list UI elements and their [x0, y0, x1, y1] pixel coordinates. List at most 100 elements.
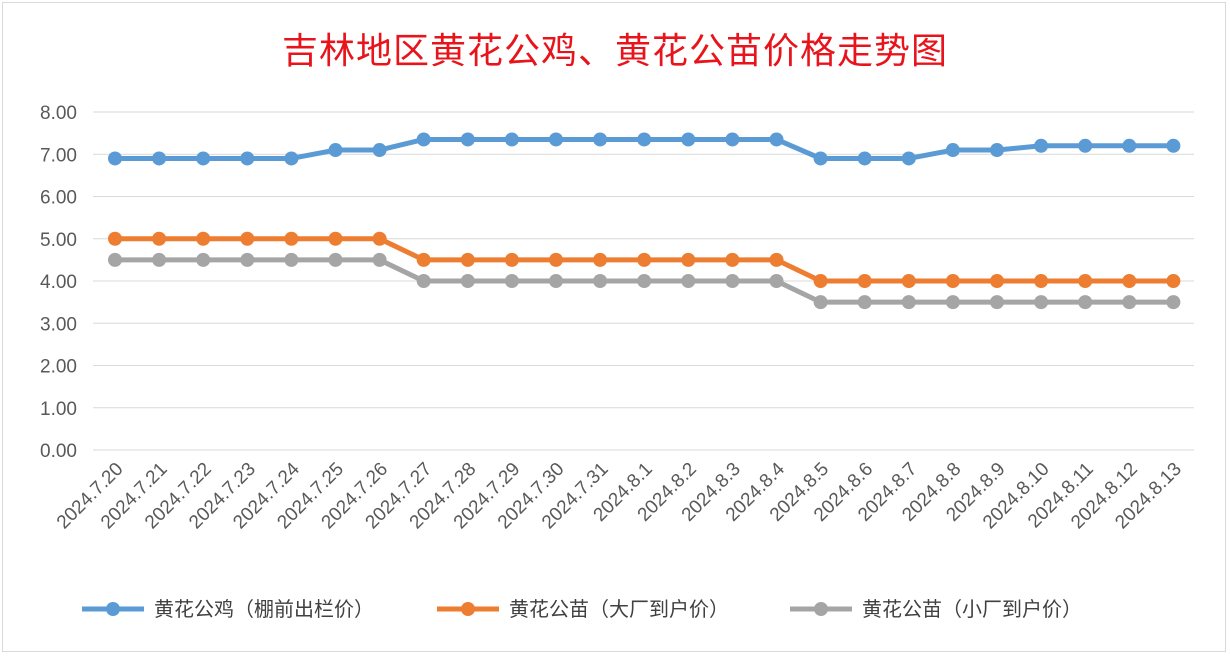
data-point	[240, 252, 255, 267]
data-point	[1078, 138, 1093, 153]
data-point	[769, 132, 784, 147]
data-point	[504, 252, 519, 267]
data-point	[549, 132, 563, 147]
data-point	[549, 252, 563, 267]
data-point	[1078, 295, 1093, 310]
data-point	[372, 252, 387, 267]
data-point	[372, 143, 387, 158]
data-point	[769, 252, 784, 267]
y-tick-label: 4.00	[40, 272, 77, 293]
data-point	[372, 231, 387, 246]
data-point	[681, 132, 696, 147]
legend-label: 黄花公苗（小厂到户价）	[862, 597, 1082, 621]
data-point	[416, 274, 431, 288]
data-point	[990, 143, 1004, 158]
data-point	[813, 151, 828, 166]
legend-item: 黄花公鸡（棚前出栏价）	[82, 597, 374, 621]
data-point	[901, 151, 916, 166]
data-point	[328, 231, 343, 246]
data-point	[769, 274, 784, 288]
data-point	[504, 132, 519, 147]
data-point	[152, 151, 167, 166]
legend-label: 黄花公苗（大厂到户价）	[509, 597, 729, 621]
data-point	[460, 274, 475, 288]
data-point	[813, 295, 828, 310]
data-point	[1122, 138, 1137, 153]
data-point	[725, 274, 740, 288]
y-tick-label: 0.00	[40, 441, 77, 462]
series-group	[108, 132, 1181, 310]
data-point	[416, 132, 431, 147]
data-point	[637, 132, 652, 147]
legend-marker	[461, 602, 475, 616]
data-point	[1034, 295, 1049, 310]
data-point	[108, 231, 122, 246]
data-point	[857, 295, 872, 310]
data-point	[1034, 138, 1049, 153]
data-point	[328, 143, 343, 158]
y-axis-ticks: 0.00 1.00 2.00 3.00 4.00 5.00 6.00 7.00 8.00	[40, 103, 77, 462]
data-point	[152, 252, 167, 267]
y-tick-label: 5.00	[40, 230, 77, 251]
y-tick-label: 7.00	[40, 145, 77, 166]
data-point	[1078, 274, 1093, 288]
data-point	[857, 151, 872, 166]
legend: 黄花公鸡（棚前出栏价） 黄花公苗（大厂到户价） 黄花公苗（小厂到户价）	[82, 597, 1082, 621]
data-point	[1166, 295, 1181, 310]
legend-label: 黄花公鸡（棚前出栏价）	[154, 597, 374, 621]
data-point	[108, 252, 122, 267]
series-3	[108, 252, 1181, 310]
y-tick-label: 8.00	[40, 103, 77, 124]
data-point	[196, 231, 211, 246]
data-point	[1034, 274, 1049, 288]
data-point	[593, 132, 608, 147]
data-point	[813, 274, 828, 288]
data-point	[725, 132, 740, 147]
data-point	[284, 252, 299, 267]
data-point	[196, 252, 211, 267]
data-point	[637, 274, 652, 288]
data-point	[1166, 138, 1181, 153]
data-point	[108, 151, 122, 166]
data-point	[990, 295, 1004, 310]
y-tick-label: 2.00	[40, 357, 77, 378]
data-point	[593, 274, 608, 288]
y-tick-label: 3.00	[40, 314, 77, 335]
data-point	[901, 274, 916, 288]
y-tick-label: 6.00	[40, 188, 77, 209]
legend-item: 黄花公苗（大厂到户价）	[437, 597, 729, 621]
data-point	[990, 274, 1004, 288]
data-point	[328, 252, 343, 267]
data-point	[945, 143, 960, 158]
data-point	[1122, 295, 1137, 310]
x-axis-ticks: 2024.7.202024.7.212024.7.222024.7.232024…	[53, 458, 1186, 533]
data-point	[1122, 274, 1137, 288]
data-point	[284, 231, 299, 246]
chart-title: 吉林地区黄花公鸡、黄花公苗价格走势图	[281, 31, 948, 72]
data-point	[460, 132, 475, 147]
data-point	[593, 252, 608, 267]
data-point	[637, 252, 652, 267]
data-point	[945, 274, 960, 288]
data-point	[152, 231, 167, 246]
data-point	[504, 274, 519, 288]
legend-item: 黄花公苗（小厂到户价）	[790, 597, 1082, 621]
legend-marker	[814, 602, 828, 616]
data-point	[549, 274, 563, 288]
data-point	[725, 252, 740, 267]
data-point	[284, 151, 299, 166]
data-point	[681, 252, 696, 267]
data-point	[240, 151, 255, 166]
series-1	[108, 132, 1181, 166]
y-tick-label: 1.00	[40, 399, 77, 420]
data-point	[945, 295, 960, 310]
data-point	[857, 274, 872, 288]
legend-marker	[106, 602, 120, 616]
data-point	[240, 231, 255, 246]
data-point	[460, 252, 475, 267]
data-point	[681, 274, 696, 288]
series-2	[108, 231, 1181, 288]
data-point	[196, 151, 211, 166]
